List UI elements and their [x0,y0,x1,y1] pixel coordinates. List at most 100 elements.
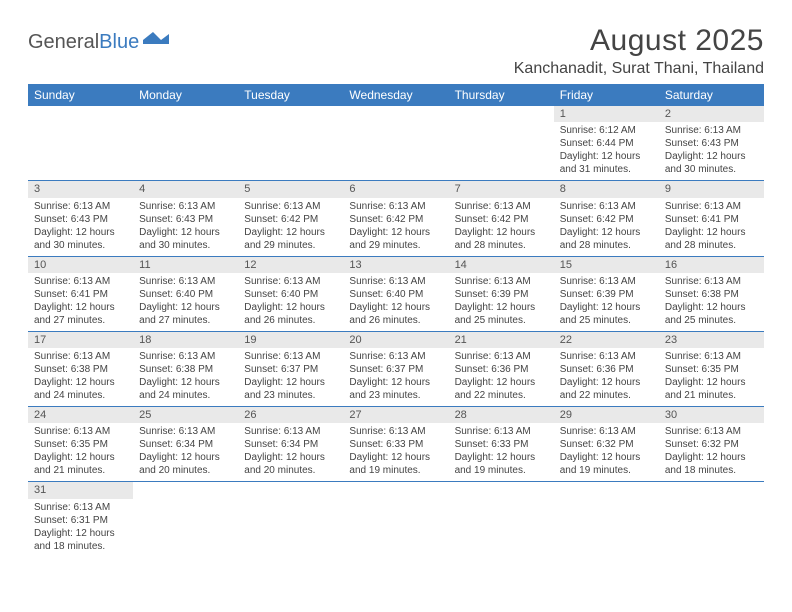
day-detail-cell: Sunrise: 6:13 AMSunset: 6:38 PMDaylight:… [133,348,238,407]
sunrise-text: Sunrise: 6:13 AM [244,275,337,288]
day-detail-cell: Sunrise: 6:13 AMSunset: 6:40 PMDaylight:… [343,273,448,332]
logo-text-part2: Blue [99,31,139,53]
day-number-cell: 5 [238,181,343,198]
sunrise-text: Sunrise: 6:13 AM [34,350,127,363]
day-number-cell [238,106,343,122]
daylight-text: Daylight: 12 hours [244,376,337,389]
daylight-text: Daylight: 12 hours [455,451,548,464]
day-detail-cell [28,122,133,181]
day-detail-cell: Sunrise: 6:13 AMSunset: 6:42 PMDaylight:… [554,198,659,257]
day-number-cell: 15 [554,256,659,273]
daylight-text: and 24 minutes. [34,389,127,402]
day-number-cell: 20 [343,331,448,348]
day-detail-cell [238,122,343,181]
daylight-text: and 23 minutes. [244,389,337,402]
day-number-cell [238,482,343,499]
sunset-text: Sunset: 6:31 PM [34,514,127,527]
day-number-cell: 19 [238,331,343,348]
day-number-cell [554,482,659,499]
daylight-text: and 21 minutes. [34,464,127,477]
sunrise-text: Sunrise: 6:13 AM [139,425,232,438]
daylight-text: and 25 minutes. [665,314,758,327]
day-detail-cell [449,499,554,557]
sunset-text: Sunset: 6:40 PM [139,288,232,301]
day-number-cell: 23 [659,331,764,348]
location-subtitle: Kanchanadit, Surat Thani, Thailand [514,60,764,78]
day-detail-cell [449,122,554,181]
logo: GeneralBlue [28,30,169,53]
day-number-cell: 24 [28,407,133,424]
sunrise-text: Sunrise: 6:13 AM [244,200,337,213]
day-number-cell: 25 [133,407,238,424]
sunrise-text: Sunrise: 6:13 AM [139,350,232,363]
daylight-text: and 29 minutes. [349,239,442,252]
daynum-row: 3456789 [28,181,764,198]
daylight-text: Daylight: 12 hours [560,226,653,239]
day-number-cell: 26 [238,407,343,424]
sunset-text: Sunset: 6:40 PM [349,288,442,301]
sunrise-text: Sunrise: 6:13 AM [560,350,653,363]
daylight-text: and 28 minutes. [665,239,758,252]
daylight-text: Daylight: 12 hours [34,301,127,314]
sunset-text: Sunset: 6:43 PM [34,213,127,226]
day-detail-cell: Sunrise: 6:13 AMSunset: 6:40 PMDaylight:… [133,273,238,332]
weekday-header-row: Sunday Monday Tuesday Wednesday Thursday… [28,84,764,106]
daylight-text: Daylight: 12 hours [349,301,442,314]
day-detail-cell: Sunrise: 6:13 AMSunset: 6:43 PMDaylight:… [133,198,238,257]
sunset-text: Sunset: 6:38 PM [665,288,758,301]
day-number-cell: 29 [554,407,659,424]
sunrise-text: Sunrise: 6:13 AM [455,200,548,213]
daylight-text: Daylight: 12 hours [455,376,548,389]
day-detail-cell [343,499,448,557]
daylight-text: Daylight: 12 hours [560,150,653,163]
day-detail-cell [238,499,343,557]
daylight-text: Daylight: 12 hours [139,451,232,464]
daylight-text: and 30 minutes. [139,239,232,252]
day-number-cell: 14 [449,256,554,273]
daylight-text: and 27 minutes. [139,314,232,327]
day-detail-cell: Sunrise: 6:13 AMSunset: 6:32 PMDaylight:… [659,423,764,482]
sunset-text: Sunset: 6:32 PM [560,438,653,451]
sunset-text: Sunset: 6:41 PM [34,288,127,301]
day-number-cell: 30 [659,407,764,424]
weekday-header: Wednesday [343,84,448,106]
day-number-cell: 10 [28,256,133,273]
day-detail-cell: Sunrise: 6:13 AMSunset: 6:38 PMDaylight:… [659,273,764,332]
daynum-row: 10111213141516 [28,256,764,273]
day-number-cell: 6 [343,181,448,198]
sunrise-text: Sunrise: 6:13 AM [34,501,127,514]
sunset-text: Sunset: 6:44 PM [560,137,653,150]
sunrise-text: Sunrise: 6:13 AM [349,350,442,363]
day-number-cell [659,482,764,499]
sunset-text: Sunset: 6:37 PM [244,363,337,376]
sunrise-text: Sunrise: 6:13 AM [665,350,758,363]
daylight-text: Daylight: 12 hours [139,301,232,314]
daylight-text: and 19 minutes. [349,464,442,477]
sunset-text: Sunset: 6:42 PM [349,213,442,226]
sunset-text: Sunset: 6:36 PM [560,363,653,376]
day-detail-cell [554,499,659,557]
header-bar: GeneralBlue August 2025 Kanchanadit, Sur… [28,24,764,78]
day-detail-cell: Sunrise: 6:13 AMSunset: 6:35 PMDaylight:… [28,423,133,482]
daylight-text: and 18 minutes. [34,540,127,553]
daylight-text: and 22 minutes. [560,389,653,402]
day-number-cell: 18 [133,331,238,348]
daylight-text: Daylight: 12 hours [349,376,442,389]
daynum-row: 12 [28,106,764,122]
daylight-text: Daylight: 12 hours [665,226,758,239]
sunset-text: Sunset: 6:39 PM [455,288,548,301]
sunset-text: Sunset: 6:43 PM [139,213,232,226]
daylight-text: and 29 minutes. [244,239,337,252]
sunrise-text: Sunrise: 6:13 AM [665,275,758,288]
day-detail-cell: Sunrise: 6:13 AMSunset: 6:37 PMDaylight:… [343,348,448,407]
day-number-cell: 3 [28,181,133,198]
sunset-text: Sunset: 6:38 PM [34,363,127,376]
daylight-text: Daylight: 12 hours [455,301,548,314]
calendar-table: Sunday Monday Tuesday Wednesday Thursday… [28,84,764,557]
daylight-text: Daylight: 12 hours [455,226,548,239]
day-detail-cell [133,499,238,557]
day-number-cell: 11 [133,256,238,273]
sunrise-text: Sunrise: 6:13 AM [139,200,232,213]
day-detail-cell: Sunrise: 6:13 AMSunset: 6:40 PMDaylight:… [238,273,343,332]
daylight-text: Daylight: 12 hours [560,451,653,464]
